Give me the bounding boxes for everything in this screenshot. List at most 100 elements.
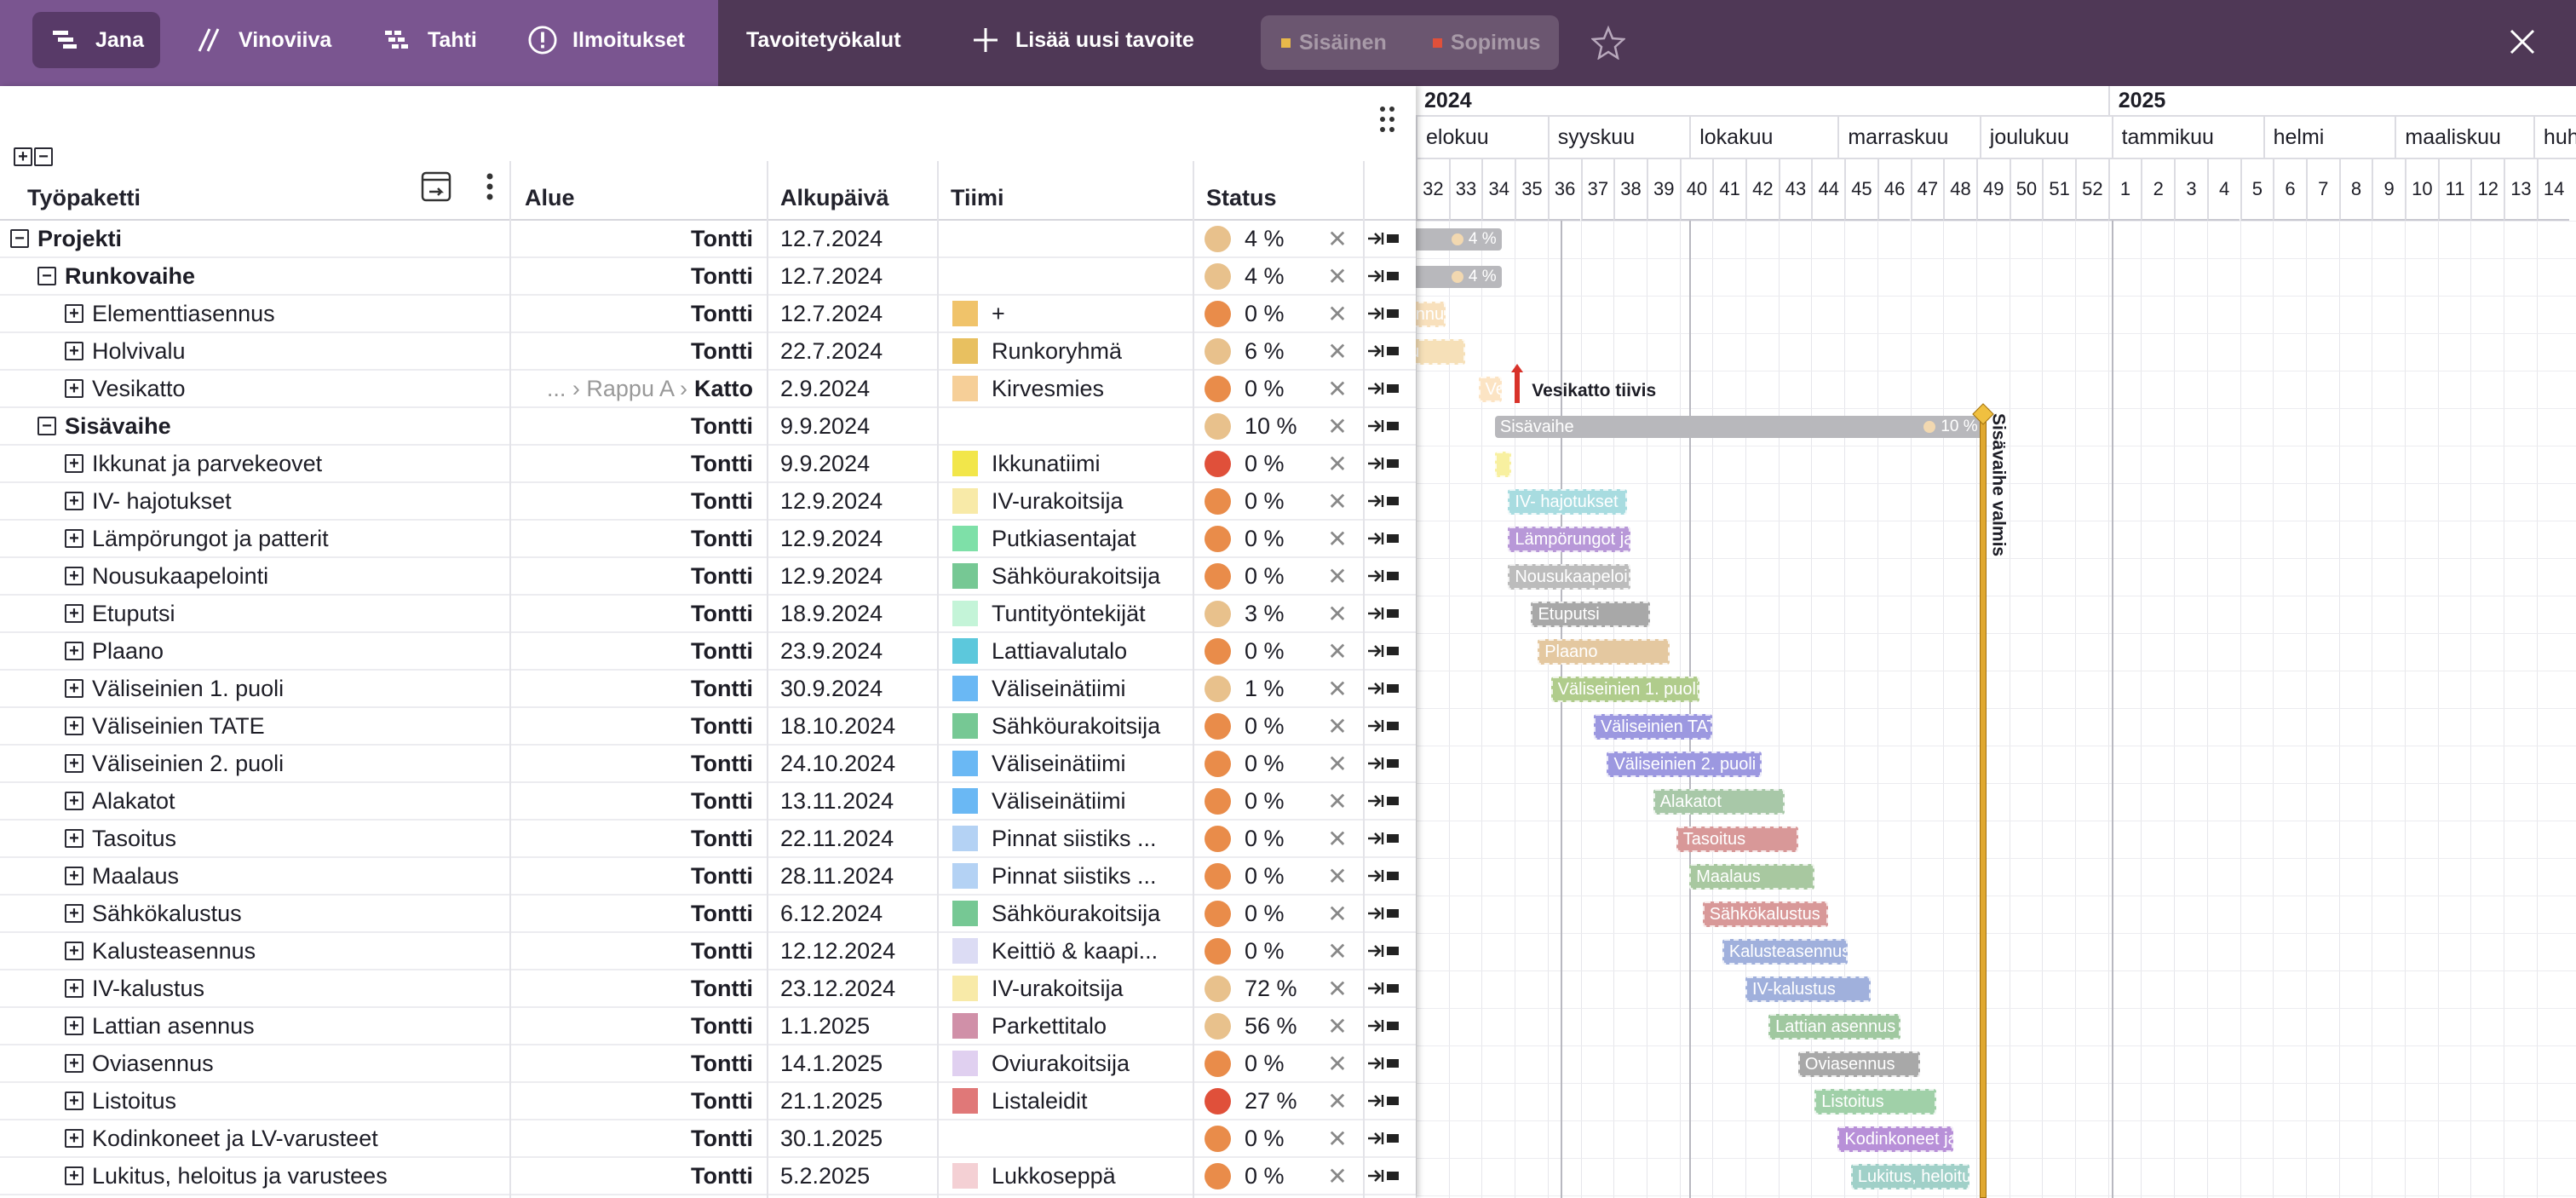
- summary-bar[interactable]: 4 %: [1399, 228, 1502, 251]
- goto-bar-icon[interactable]: [1366, 1158, 1409, 1194]
- team-name[interactable]: Sähköurakoitsija: [992, 900, 1161, 926]
- task-bar[interactable]: Lämpörungot ja patterit: [1508, 527, 1630, 552]
- task-name-cell[interactable]: + Väliseinien 2. puoli: [0, 746, 509, 781]
- goto-bar-icon[interactable]: [1366, 783, 1409, 819]
- task-bar[interactable]: Listoitus: [1814, 1089, 1937, 1114]
- team-name[interactable]: Listaleidit: [992, 1087, 1088, 1114]
- table-row[interactable]: − Projekti Tontti 12.7.2024 4 % ✕: [0, 221, 1416, 258]
- table-row[interactable]: + Kodinkoneet ja LV-varusteet Tontti 30.1.2…: [0, 1120, 1416, 1158]
- task-name-cell[interactable]: + IV-kalustus: [0, 970, 509, 1006]
- task-bar[interactable]: Oviasennus: [1797, 1051, 1921, 1077]
- table-row[interactable]: + Väliseinien 2. puoli Tontti 24.10.2024 Väl…: [0, 746, 1416, 783]
- tavoitetyokalut-label[interactable]: Tavoitetyökalut: [746, 27, 901, 52]
- task-bar[interactable]: Sähkökalustus: [1702, 901, 1828, 927]
- summary-bar[interactable]: Sisävaihe 10 %: [1494, 416, 1983, 438]
- add-goal-button[interactable]: Lisää uusi tavoite: [971, 12, 1194, 68]
- summary-bar[interactable]: 4 %: [1399, 266, 1502, 288]
- table-row[interactable]: + Etuputsi Tontti 18.9.2024 Tuntityöntekijät…: [0, 596, 1416, 633]
- clear-icon[interactable]: ✕: [1327, 787, 1348, 815]
- status-cell[interactable]: 0 %: [1205, 446, 1327, 481]
- view-jana-button[interactable]: Jana: [32, 12, 160, 68]
- goto-bar-icon[interactable]: [1366, 708, 1409, 744]
- goto-bar-icon[interactable]: [1366, 746, 1409, 781]
- team-name[interactable]: Keittiö & kaapi...: [992, 937, 1159, 964]
- clear-icon[interactable]: ✕: [1327, 975, 1348, 1002]
- header-tiimi[interactable]: Tiimi: [951, 185, 1004, 210]
- task-bar[interactable]: Plaano: [1538, 639, 1670, 665]
- clear-icon[interactable]: ✕: [1327, 262, 1348, 290]
- clear-icon[interactable]: ✕: [1327, 337, 1348, 365]
- status-cell[interactable]: 56 %: [1205, 1008, 1327, 1044]
- team-name[interactable]: [992, 1120, 1189, 1156]
- expand-icon[interactable]: +: [65, 679, 83, 698]
- close-icon[interactable]: [2506, 26, 2539, 62]
- clear-icon[interactable]: ✕: [1327, 712, 1348, 740]
- task-name-cell[interactable]: + Holvivalu: [0, 333, 509, 369]
- expand-icon[interactable]: +: [65, 492, 83, 510]
- task-name-cell[interactable]: + Plaano: [0, 633, 509, 669]
- goto-bar-icon[interactable]: [1366, 933, 1409, 969]
- task-name-cell[interactable]: + Ikkunat ja parvekeovet: [0, 446, 509, 481]
- task-name-cell[interactable]: − Sisävaihe: [0, 408, 509, 444]
- goto-bar-icon[interactable]: [1366, 821, 1409, 856]
- task-bar[interactable]: IV-kalustus: [1745, 976, 1872, 1002]
- team-name[interactable]: IV-urakoitsija: [992, 975, 1124, 1001]
- clear-icon[interactable]: ✕: [1327, 1162, 1348, 1189]
- task-name-cell[interactable]: + Alakatot: [0, 783, 509, 819]
- table-row[interactable]: − Runkovaihe Tontti 12.7.2024 4 % ✕: [0, 258, 1416, 296]
- status-cell[interactable]: 1 %: [1205, 671, 1327, 706]
- team-name[interactable]: Lukkoseppä: [992, 1162, 1116, 1189]
- expand-icon[interactable]: +: [65, 904, 83, 923]
- clear-icon[interactable]: ✕: [1327, 937, 1348, 965]
- goto-bar-icon[interactable]: [1366, 296, 1409, 331]
- expand-icon[interactable]: +: [65, 754, 83, 773]
- status-cell[interactable]: 0 %: [1205, 296, 1327, 331]
- task-name-cell[interactable]: + Väliseinien TATE: [0, 708, 509, 744]
- task-bar[interactable]: Kodinkoneet ja LV-varusteet: [1837, 1126, 1953, 1152]
- team-name[interactable]: Väliseinätiimi: [992, 750, 1126, 776]
- expand-icon[interactable]: +: [65, 642, 83, 660]
- task-bar[interactable]: Väliseinien TATE: [1593, 714, 1713, 740]
- header-alkupaiva[interactable]: Alkupäivä: [780, 185, 889, 210]
- goto-bar-icon[interactable]: [1366, 483, 1409, 519]
- goto-bar-icon[interactable]: [1366, 333, 1409, 369]
- task-name-cell[interactable]: + Vesikatto: [0, 371, 509, 406]
- task-bar[interactable]: Nousukaapelointi: [1508, 564, 1630, 590]
- status-cell[interactable]: 0 %: [1205, 633, 1327, 669]
- task-bar[interactable]: Etuputsi: [1531, 602, 1650, 627]
- task-bar[interactable]: Alakatot: [1653, 789, 1785, 815]
- status-cell[interactable]: 27 %: [1205, 1083, 1327, 1119]
- expand-icon[interactable]: +: [65, 529, 83, 548]
- clear-icon[interactable]: ✕: [1327, 900, 1348, 927]
- team-name[interactable]: Kirvesmies: [992, 375, 1105, 401]
- team-name[interactable]: Pinnat siistiks ...: [992, 825, 1157, 851]
- collapse-all-icon[interactable]: −: [34, 147, 53, 166]
- expand-icon[interactable]: +: [65, 604, 83, 623]
- drag-dots-icon[interactable]: [1378, 105, 1397, 138]
- goto-bar-icon[interactable]: [1366, 1008, 1409, 1044]
- clear-icon[interactable]: ✕: [1327, 562, 1348, 590]
- collapse-icon[interactable]: −: [37, 417, 56, 435]
- task-name-cell[interactable]: − Runkovaihe: [0, 258, 509, 294]
- goto-bar-icon[interactable]: [1366, 1120, 1409, 1156]
- table-row[interactable]: + Ikkunat ja parvekeovet Tontti 9.9.2024 Ikk…: [0, 446, 1416, 483]
- table-row[interactable]: + IV-kalustus Tontti 23.12.2024 IV-urakoitsi…: [0, 970, 1416, 1008]
- clear-icon[interactable]: ✕: [1327, 450, 1348, 477]
- status-cell[interactable]: 0 %: [1205, 821, 1327, 856]
- task-name-cell[interactable]: + Väliseinien 1. puoli: [0, 671, 509, 706]
- expand-all-icon[interactable]: +: [14, 147, 32, 166]
- milestone-vesikatto[interactable]: Vesikatto tiivis: [1511, 364, 1656, 403]
- status-cell[interactable]: 10 %: [1205, 408, 1327, 444]
- status-cell[interactable]: 72 %: [1205, 970, 1327, 1006]
- clear-icon[interactable]: ✕: [1327, 675, 1348, 702]
- clear-icon[interactable]: ✕: [1327, 412, 1348, 440]
- expand-icon[interactable]: +: [65, 792, 83, 810]
- column-settings-icon[interactable]: [421, 171, 451, 206]
- expand-icon[interactable]: +: [65, 867, 83, 885]
- team-name[interactable]: Tuntityöntekijät: [992, 600, 1146, 626]
- task-name-cell[interactable]: + Kodinkoneet ja LV-varusteet: [0, 1120, 509, 1156]
- team-name[interactable]: +: [992, 300, 1005, 326]
- clear-icon[interactable]: ✕: [1327, 750, 1348, 777]
- team-name[interactable]: Väliseinätiimi: [992, 675, 1126, 701]
- task-name-cell[interactable]: + Nousukaapelointi: [0, 558, 509, 594]
